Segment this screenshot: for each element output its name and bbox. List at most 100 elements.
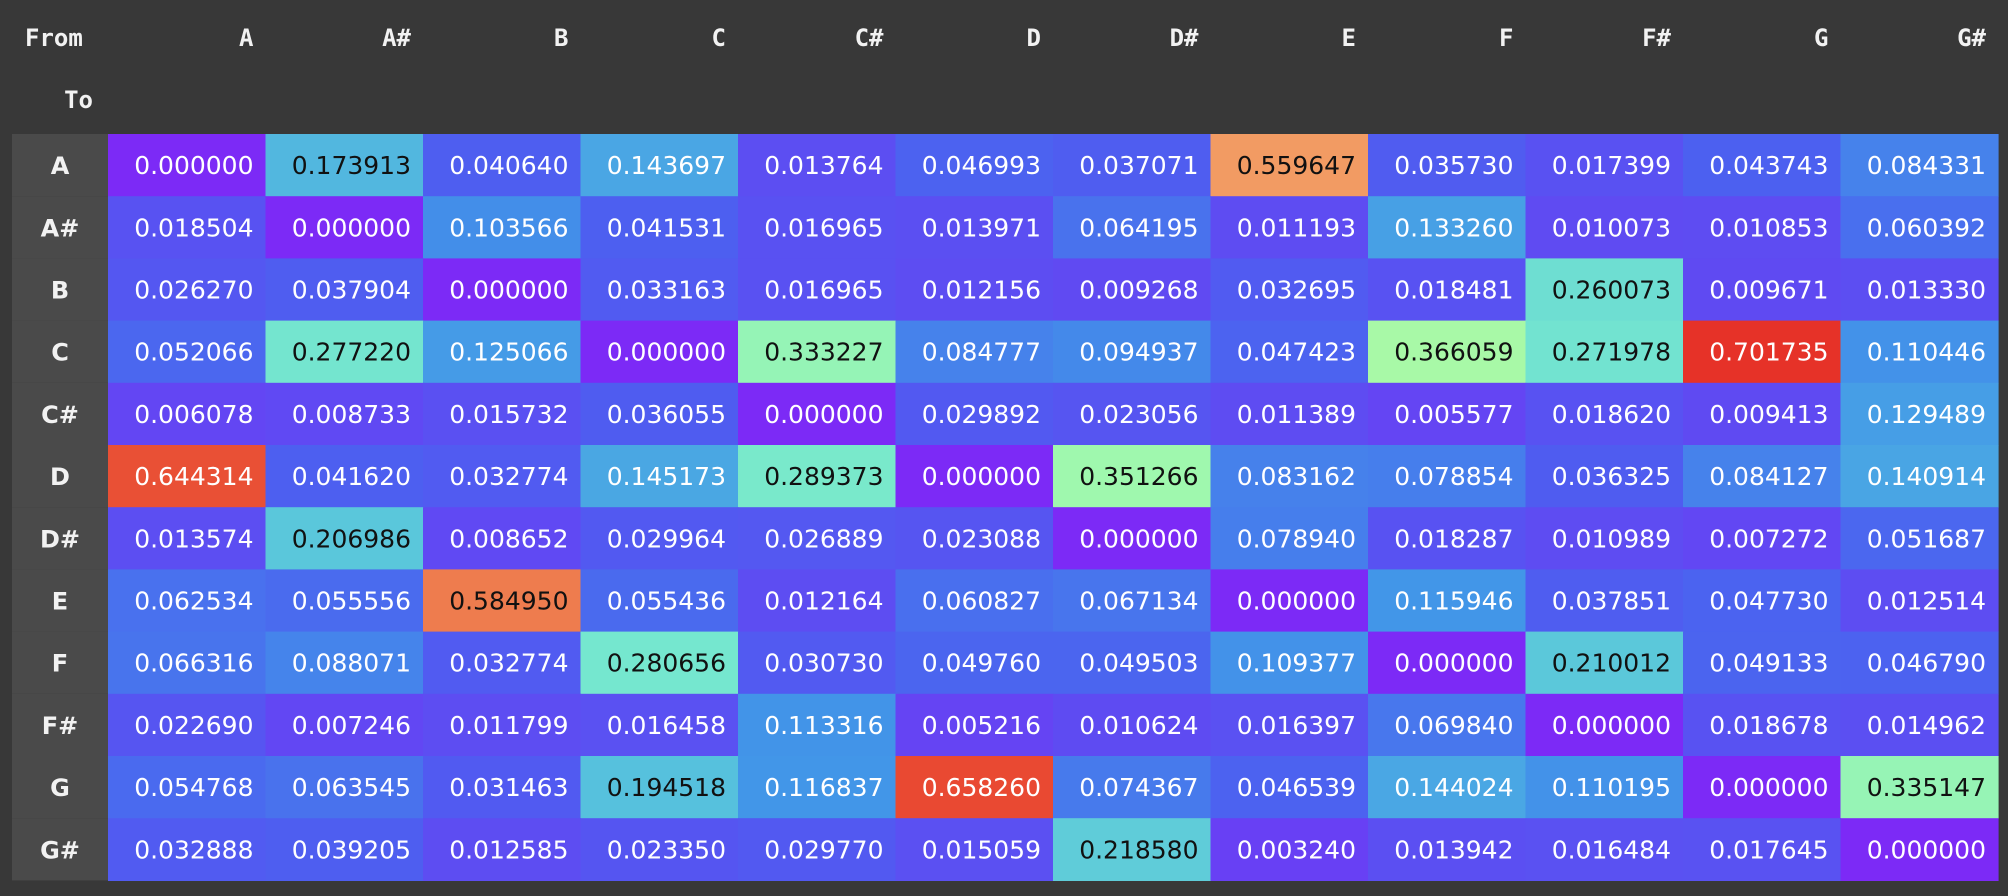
cell-value-a-sharp-g: 0.010853 xyxy=(1709,213,1828,242)
cell-value-g-d-sharp: 0.074367 xyxy=(1079,773,1198,802)
heatmap-cell-f-c-sharp xyxy=(738,631,897,695)
cell-value-b-g-sharp: 0.013330 xyxy=(1867,276,1986,305)
column-header-f: F xyxy=(1499,24,1513,52)
heatmap-cell-f-c xyxy=(580,631,739,695)
row-header-bg-f-sharp xyxy=(12,693,108,756)
heatmap-cell-d-sharp-e xyxy=(1210,507,1369,570)
heatmap-cell-b-g-sharp xyxy=(1840,258,1999,322)
cell-value-d-sharp-c-sharp: 0.026889 xyxy=(764,524,883,553)
column-headers: A A# B C C# D D# E F F# G G# xyxy=(239,24,1986,52)
heatmap-cell-c-f xyxy=(1368,320,1527,384)
heatmap-cell-g-f xyxy=(1368,756,1527,819)
cell-value-f-sharp-d-sharp: 0.010624 xyxy=(1079,711,1198,740)
heatmap-cell-c-sharp-g-sharp xyxy=(1840,382,1999,446)
heatmap-cell-e-f-sharp xyxy=(1525,569,1684,633)
heatmap-cell-d-sharp-f-sharp xyxy=(1525,507,1684,570)
cell-value-g-sharp-f-sharp: 0.016484 xyxy=(1552,835,1671,864)
heatmap-cell-c-sharp-f-sharp xyxy=(1525,382,1684,446)
heatmap-cell-g-sharp-f xyxy=(1368,818,1527,881)
cell-value-g-a-sharp: 0.063545 xyxy=(292,773,411,802)
heatmap-cell-b-f-sharp xyxy=(1525,258,1684,322)
cell-value-c-sharp-b: 0.015732 xyxy=(449,400,568,429)
heatmap-cell-d-d-sharp xyxy=(1053,445,1212,508)
cell-value-c-sharp-g: 0.009413 xyxy=(1709,400,1828,429)
heatmap-cell-a-sharp-f xyxy=(1368,196,1527,259)
cell-value-f-f: 0.000000 xyxy=(1394,649,1513,678)
row-header-bg-d xyxy=(12,445,108,508)
heatmap-cell-e-g xyxy=(1683,569,1842,633)
heatmap-cell-a-a xyxy=(108,134,267,197)
cell-value-c-sharp-e: 0.011389 xyxy=(1237,400,1356,429)
heatmap-cell-d-g xyxy=(1683,445,1842,508)
heatmap-cell-g-sharp-g-sharp xyxy=(1840,818,1999,881)
cell-value-c-sharp-c-sharp: 0.000000 xyxy=(764,400,883,429)
heatmap-cell-b-a-sharp xyxy=(265,258,424,322)
heatmap-cell-a-sharp-d xyxy=(895,196,1054,259)
heatmap-cell-b-b xyxy=(423,258,582,322)
heatmap-cell-c-sharp-f xyxy=(1368,382,1527,446)
heatmap-cell-g-sharp-c-sharp xyxy=(738,818,897,881)
cell-value-a-a-sharp: 0.173913 xyxy=(292,151,411,180)
heatmap-cell-g-sharp-f-sharp xyxy=(1525,818,1684,881)
cell-value-a-sharp-d: 0.013971 xyxy=(922,213,1041,242)
cell-value-f-b: 0.032774 xyxy=(449,649,568,678)
heatmap-cell-b-d xyxy=(895,258,1054,322)
heatmap-cell-f-sharp-f-sharp xyxy=(1525,693,1684,757)
cell-value-f-d: 0.049760 xyxy=(922,649,1041,678)
heatmap-cell-a-sharp-f-sharp xyxy=(1525,196,1684,259)
row-header-g: G xyxy=(50,774,70,802)
row-header-b: B xyxy=(51,277,69,305)
heatmap-cell-d-sharp-b xyxy=(423,507,582,570)
heatmap-cell-c-d-sharp xyxy=(1053,320,1212,384)
heatmap-cell-c-a-sharp xyxy=(265,320,424,384)
heatmap-cell-c-sharp-g xyxy=(1683,382,1842,446)
cell-value-a-sharp-c: 0.041531 xyxy=(607,213,726,242)
heatmap-cell-d-sharp-f xyxy=(1368,507,1527,570)
heatmap-cell-f-sharp-g xyxy=(1683,693,1842,757)
cell-value-g-d: 0.658260 xyxy=(922,773,1041,802)
heatmap-cell-b-a xyxy=(108,258,267,322)
cell-value-g-sharp-b: 0.012585 xyxy=(449,835,568,864)
cell-value-d-sharp-e: 0.078940 xyxy=(1237,524,1356,553)
column-header-a-sharp: A# xyxy=(382,24,411,52)
heatmap-cell-e-d-sharp xyxy=(1053,569,1212,633)
cell-value-f-d-sharp: 0.049503 xyxy=(1079,649,1198,678)
heatmap-cell-a-sharp-g-sharp xyxy=(1840,196,1999,259)
cell-value-a-sharp-d-sharp: 0.064195 xyxy=(1079,213,1198,242)
cell-value-a-g-sharp: 0.084331 xyxy=(1867,151,1986,180)
heatmap-cell-c-sharp-d xyxy=(895,382,1054,446)
cell-value-d-g-sharp: 0.140914 xyxy=(1867,462,1986,491)
cell-value-b-b: 0.000000 xyxy=(449,276,568,305)
cell-value-g-sharp-d: 0.015059 xyxy=(922,835,1041,864)
cell-value-c-g: 0.701735 xyxy=(1709,338,1828,367)
cell-value-g-a: 0.054768 xyxy=(134,773,253,802)
heatmap-cell-a-d xyxy=(895,134,1054,197)
row-header-d-sharp: D# xyxy=(40,525,80,553)
cell-value-g-sharp-c: 0.023350 xyxy=(607,835,726,864)
row-header-bg-c-sharp xyxy=(12,382,108,445)
cell-value-d-f: 0.078854 xyxy=(1394,462,1513,491)
cell-value-d-sharp-d-sharp: 0.000000 xyxy=(1079,524,1198,553)
row-header-bg-b xyxy=(12,258,108,321)
row-header-bg-g-sharp xyxy=(12,818,108,881)
cell-value-a-f: 0.035730 xyxy=(1394,151,1513,180)
cell-value-g-g: 0.000000 xyxy=(1709,773,1828,802)
corner-header-from: From xyxy=(25,24,83,52)
cell-value-c-g-sharp: 0.110446 xyxy=(1867,338,1986,367)
heatmap-cell-d-c-sharp xyxy=(738,445,897,508)
row-axis-label-to: To xyxy=(64,86,93,114)
heatmap-cell-d-b xyxy=(423,445,582,508)
cell-value-e-a: 0.062534 xyxy=(134,587,253,616)
cell-value-b-c-sharp: 0.016965 xyxy=(764,276,883,305)
cell-value-b-e: 0.032695 xyxy=(1237,276,1356,305)
cell-value-e-e: 0.000000 xyxy=(1237,587,1356,616)
cell-value-c-sharp-a: 0.006078 xyxy=(134,400,253,429)
cell-value-e-b: 0.584950 xyxy=(449,587,568,616)
row-header-f: F xyxy=(52,650,68,678)
cell-value-f-sharp-a-sharp: 0.007246 xyxy=(292,711,411,740)
cell-value-f-sharp-g-sharp: 0.014962 xyxy=(1867,711,1986,740)
heatmap-cell-f-sharp-d-sharp xyxy=(1053,693,1212,757)
cell-value-e-g: 0.047730 xyxy=(1709,587,1828,616)
heatmap-cell-e-a-sharp xyxy=(265,569,424,633)
